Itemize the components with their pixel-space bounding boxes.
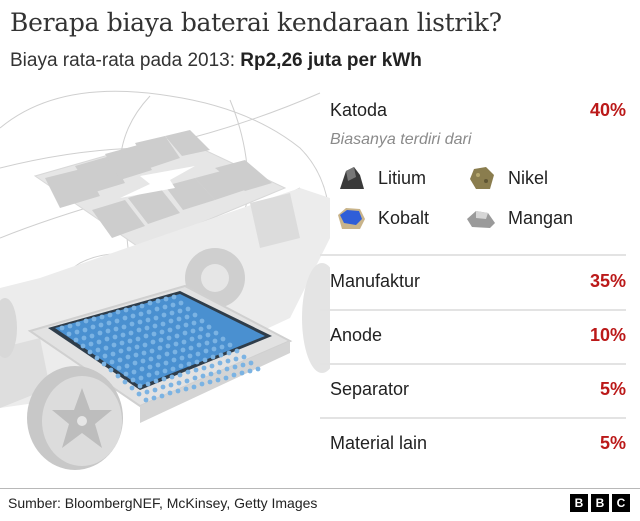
bbc-logo-letter: B	[570, 494, 588, 512]
front-wheel	[27, 366, 123, 470]
lithium-rock-icon	[340, 167, 364, 189]
divider	[320, 363, 626, 365]
cathode-note: Biasanya terdiri dari	[330, 131, 472, 148]
breakdown-row-separator: Separator 5%	[330, 379, 626, 400]
subtitle-value: Rp2,26 juta per kWh	[240, 50, 422, 71]
row-label: Separator	[330, 379, 410, 399]
cathode-label: Katoda	[330, 100, 388, 120]
cathode-value: 40%	[589, 100, 626, 120]
bbc-logo-letter: B	[591, 494, 609, 512]
breakdown-row-anode: Anode 10%	[330, 325, 626, 346]
manganese-rock-icon	[467, 211, 495, 228]
mineral-manganese: Mangan	[466, 205, 596, 231]
battery-cover-plate	[33, 130, 287, 249]
divider	[320, 254, 626, 256]
mineral-label: Mangan	[508, 207, 574, 228]
row-label: Material lain	[330, 433, 428, 453]
subtitle-prefix: Biaya rata-rata pada 2013:	[10, 50, 241, 71]
mineral-list: Litium Nikel Kobalt Mangan	[336, 165, 626, 231]
row-label: Manufaktur	[330, 271, 421, 291]
row-value: 10%	[589, 325, 626, 345]
source-text: Sumber: BloombergNEF, McKinsey, Getty Im…	[8, 495, 318, 511]
row-value: 5%	[599, 433, 626, 453]
row-label: Anode	[330, 325, 383, 345]
breakdown-row-manufacturing: Manufaktur 35%	[330, 271, 626, 292]
bbc-logo-letter: C	[612, 494, 630, 512]
footer-divider	[0, 488, 640, 489]
mineral-label: Kobalt	[378, 207, 430, 228]
chart-title: Berapa biaya baterai kendaraan listrik?	[10, 8, 502, 37]
mineral-lithium: Litium	[336, 165, 466, 191]
bbc-logo: B B C	[570, 494, 630, 512]
divider	[320, 309, 626, 311]
cathode-section: Katoda 40% Biasanya terdiri dari Litium …	[330, 100, 626, 231]
ev-battery-illustration	[0, 88, 342, 478]
mineral-cobalt: Kobalt	[336, 205, 466, 231]
row-value: 5%	[599, 379, 626, 399]
mineral-label: Litium	[378, 167, 427, 188]
chart-subtitle: Biaya rata-rata pada 2013: Rp2,26 juta p…	[10, 50, 422, 72]
row-value: 35%	[589, 271, 626, 291]
cobalt-rock-icon	[338, 208, 365, 229]
divider	[320, 417, 626, 419]
breakdown-row-other-material: Material lain 5%	[330, 433, 626, 454]
nickel-rock-icon	[470, 167, 494, 189]
cathode-row: Katoda 40%	[330, 100, 626, 121]
battery-tray	[27, 284, 293, 423]
mineral-nickel: Nikel	[466, 165, 596, 191]
mineral-label: Nikel	[508, 167, 549, 188]
